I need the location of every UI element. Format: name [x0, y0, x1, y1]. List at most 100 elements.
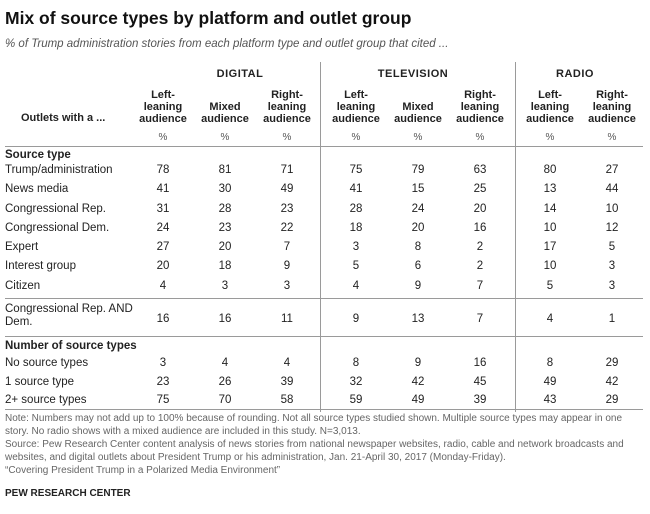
count-row-cell-1-1: 3 — [159, 357, 167, 369]
source-row-cell-4-4: 18 — [349, 222, 363, 234]
combined-row-cell-8: 1 — [608, 313, 616, 325]
combined-row-cell-3: 11 — [281, 313, 293, 325]
source-row-cell-6-8: 3 — [608, 260, 616, 272]
column-header-5-line2: audience — [394, 113, 442, 125]
divider-digital-television — [320, 62, 321, 412]
column-header-6-line2: leaning — [460, 101, 500, 113]
source-row-cell-2-2: 30 — [218, 183, 232, 195]
source-row-cell-6-6: 2 — [476, 260, 484, 272]
column-header-8-line1: Right- — [596, 89, 628, 101]
source-row-cell-3-6: 20 — [473, 203, 487, 215]
column-header-4-line1: Left- — [344, 89, 368, 101]
combined-row-cell-6: 7 — [476, 313, 484, 325]
group-header-television: TELEVISION — [377, 68, 449, 80]
source-row-cell-2-7: 13 — [543, 183, 557, 195]
count-row-cell-3-5: 49 — [411, 394, 425, 406]
source-row-cell-4-6: 16 — [473, 222, 487, 234]
count-row-cell-2-2: 26 — [218, 376, 232, 388]
count-row-cell-3-8: 29 — [605, 394, 619, 406]
source-row-cell-2-3: 49 — [280, 183, 294, 195]
column-header-8-line3: audience — [588, 113, 636, 125]
column-unit-1: % — [158, 132, 168, 143]
column-header-3-line1: Right- — [271, 89, 303, 101]
count-row-label-3: 2+ source types — [5, 394, 87, 406]
source-row-cell-5-1: 27 — [156, 241, 170, 253]
count-row-cell-1-3: 4 — [283, 357, 291, 369]
source-row-cell-1-8: 27 — [605, 164, 619, 176]
divider-television-radio — [515, 62, 516, 412]
count-row-cell-2-5: 42 — [411, 376, 425, 388]
source-row-label-5: Expert — [5, 241, 39, 253]
source-row-cell-1-1: 78 — [156, 164, 170, 176]
note-line-2: story. No radio shows with a mixed audie… — [5, 426, 361, 437]
column-header-8-line2: leaning — [592, 101, 632, 113]
group-header-digital: DIGITAL — [216, 68, 264, 80]
column-header-7-line1: Left- — [538, 89, 562, 101]
column-unit-6: % — [475, 132, 485, 143]
header-rule — [5, 146, 643, 147]
column-header-4-line2: leaning — [336, 101, 376, 113]
source-row-cell-4-8: 12 — [605, 222, 619, 234]
source-row-cell-5-3: 7 — [283, 241, 291, 253]
count-row-cell-2-7: 49 — [543, 376, 557, 388]
combined-row-label-line1: Congressional Rep. AND — [5, 303, 133, 315]
combined-row-label-line2: Dem. — [5, 316, 33, 328]
source-row-cell-3-1: 31 — [156, 203, 170, 215]
source-row-cell-5-2: 20 — [218, 241, 232, 253]
count-row-cell-2-4: 32 — [349, 376, 363, 388]
column-unit-2: % — [220, 132, 230, 143]
count-row-cell-1-5: 9 — [414, 357, 422, 369]
note-line-1: Note: Numbers may not add up to 100% bec… — [5, 413, 623, 424]
count-row-cell-2-1: 23 — [156, 376, 170, 388]
source-row-cell-4-3: 22 — [280, 222, 294, 234]
source-row-cell-2-1: 41 — [156, 183, 170, 195]
source-row-label-6: Interest group — [5, 260, 76, 272]
source-row-cell-6-1: 20 — [156, 260, 170, 272]
source-row-cell-7-4: 4 — [352, 280, 360, 292]
count-row-cell-3-7: 43 — [543, 394, 557, 406]
source-row-cell-3-2: 28 — [218, 203, 232, 215]
column-unit-8: % — [607, 132, 617, 143]
count-row-cell-1-4: 8 — [352, 357, 360, 369]
source-row-cell-5-7: 17 — [543, 241, 557, 253]
count-row-cell-1-7: 8 — [546, 357, 554, 369]
source-row-cell-3-5: 24 — [411, 203, 425, 215]
combined-row-cell-5: 13 — [411, 313, 425, 325]
count-row-cell-3-1: 75 — [156, 394, 170, 406]
source-line-2: websites, and digital outlets about Pres… — [5, 452, 506, 463]
combined-row-rule — [5, 298, 643, 299]
count-row-label-2: 1 source type — [5, 376, 75, 388]
column-header-1-line3: audience — [139, 113, 187, 125]
count-row-label-1: No source types — [5, 357, 89, 369]
column-unit-4: % — [351, 132, 361, 143]
count-row-cell-3-6: 39 — [473, 394, 487, 406]
count-row-cell-1-8: 29 — [605, 357, 619, 369]
source-row-cell-4-5: 20 — [411, 222, 425, 234]
column-header-7-line2: leaning — [530, 101, 570, 113]
source-row-cell-1-3: 71 — [280, 164, 294, 176]
combined-row-cell-4: 9 — [352, 313, 360, 325]
source-row-cell-7-3: 3 — [283, 280, 291, 292]
column-header-2-line1: Mixed — [209, 101, 241, 113]
count-row-cell-2-3: 39 — [280, 376, 294, 388]
source-row-label-2: News media — [5, 183, 69, 195]
count-row-cell-2-6: 45 — [473, 376, 487, 388]
source-line-1: Source: Pew Research Center content anal… — [5, 439, 624, 450]
count-row-cell-3-2: 70 — [218, 394, 232, 406]
source-row-cell-5-5: 8 — [414, 241, 422, 253]
source-row-cell-7-2: 3 — [221, 280, 229, 292]
source-row-cell-4-2: 23 — [218, 222, 232, 234]
source-row-cell-1-7: 80 — [543, 164, 557, 176]
source-row-cell-6-4: 5 — [352, 260, 360, 272]
source-row-cell-2-5: 15 — [411, 183, 425, 195]
column-header-6-line3: audience — [456, 113, 504, 125]
source-row-cell-1-6: 63 — [473, 164, 487, 176]
source-row-cell-7-8: 3 — [608, 280, 616, 292]
count-row-cell-3-4: 59 — [349, 394, 363, 406]
source-row-cell-5-4: 3 — [352, 241, 360, 253]
combined-row-cell-1: 16 — [156, 313, 170, 325]
source-row-label-3: Congressional Rep. — [5, 203, 107, 215]
column-header-3-line2: leaning — [267, 101, 307, 113]
combined-row-cell-7: 4 — [546, 313, 554, 325]
source-row-cell-2-4: 41 — [349, 183, 363, 195]
